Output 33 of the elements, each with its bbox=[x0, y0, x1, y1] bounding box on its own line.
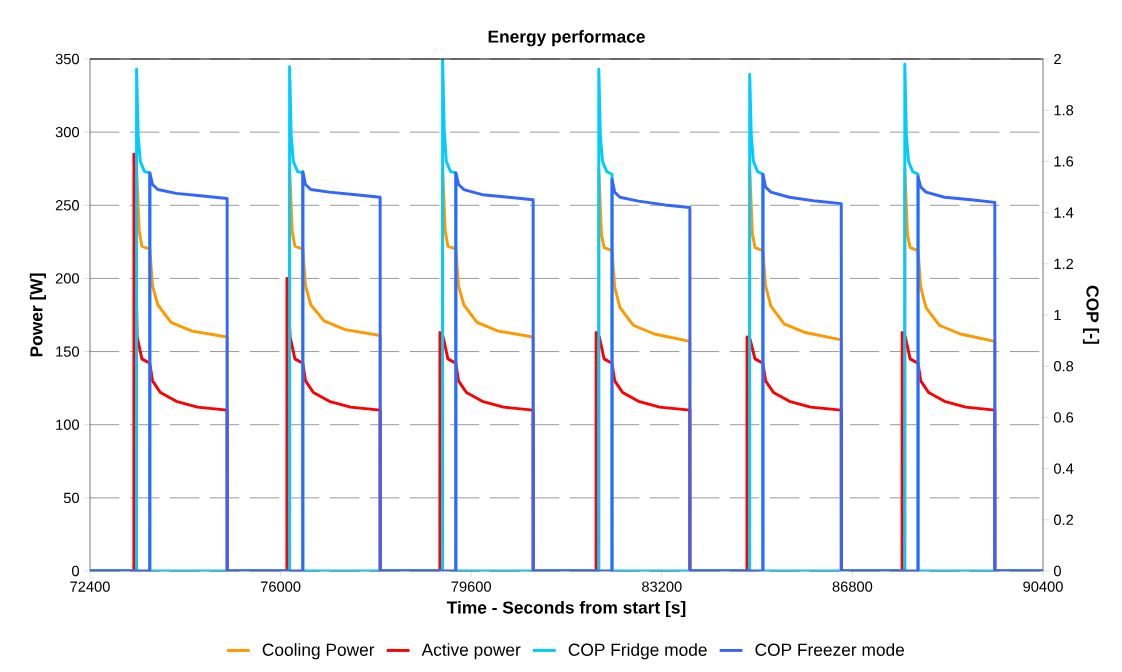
legend-label: COP Freezer mode bbox=[755, 643, 905, 656]
y2-tick-label: 0 bbox=[1053, 565, 1061, 577]
legend-label: COP Fridge mode bbox=[568, 643, 707, 660]
y-tick-label: 250 bbox=[55, 200, 80, 211]
y-tick-label: 0 bbox=[72, 565, 80, 577]
y2-tick-label: 1 bbox=[1054, 309, 1061, 321]
chart-title: Energy performace bbox=[488, 30, 645, 47]
y-tick-label: 350 bbox=[55, 53, 80, 65]
y2-tick-label: 0.2 bbox=[1053, 514, 1074, 525]
x-tick-label: 86800 bbox=[832, 581, 873, 592]
y2-tick-label: 1.2 bbox=[1054, 258, 1074, 269]
x-tick-label: 83200 bbox=[642, 581, 682, 592]
y-tick-label: 100 bbox=[56, 419, 80, 430]
x-tick-label: 72400 bbox=[70, 581, 110, 592]
legend-label: Active power bbox=[421, 643, 521, 660]
y-tick-label: 300 bbox=[55, 126, 80, 138]
y-axis-title: Power [W] bbox=[29, 273, 46, 357]
y2-tick-label: 1.8 bbox=[1054, 105, 1074, 116]
y-tick-label: 50 bbox=[63, 492, 80, 504]
x-tick-label: 90400 bbox=[1023, 581, 1063, 592]
y2-tick-label: 0.6 bbox=[1053, 412, 1074, 423]
y-tick-label: 200 bbox=[55, 273, 80, 284]
x-axis-title: Time - Seconds from start [s] bbox=[446, 600, 686, 618]
x-tick-label: 76000 bbox=[260, 581, 301, 592]
y2-axis-title: COP [-] bbox=[1082, 285, 1100, 344]
y-tick-label: 150 bbox=[56, 346, 80, 357]
y2-tick-label: 2 bbox=[1054, 53, 1061, 65]
legend-label: Cooling Power bbox=[262, 643, 375, 660]
x-tick-label: 79600 bbox=[451, 581, 491, 592]
y2-tick-label: 0.4 bbox=[1053, 463, 1074, 474]
y2-tick-label: 1.6 bbox=[1054, 156, 1074, 167]
y2-tick-label: 0.8 bbox=[1053, 361, 1074, 372]
y2-tick-label: 1.4 bbox=[1054, 207, 1074, 218]
